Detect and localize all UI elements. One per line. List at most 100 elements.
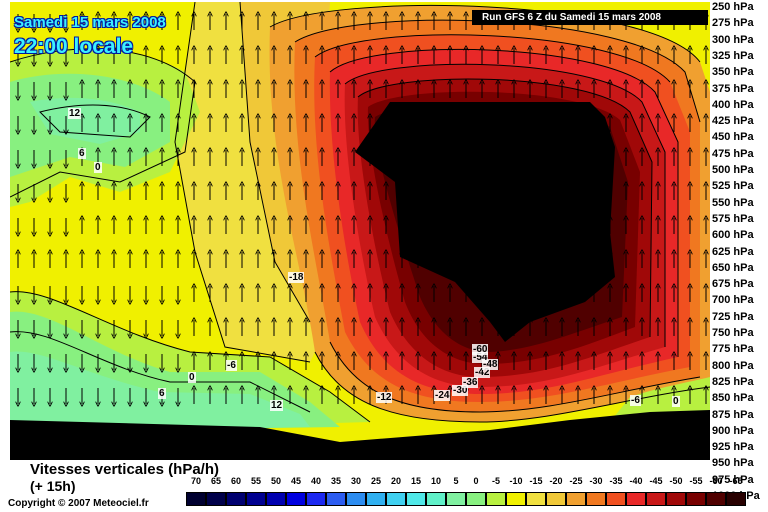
pressure-tick-label: 875 hPa (712, 408, 754, 421)
field-region-plus5-right-lower (610, 377, 710, 422)
forecast-time: 22:00 locale (14, 35, 134, 58)
contour-label: -36 (462, 377, 479, 388)
legend-swatch (706, 492, 726, 506)
legend-value: 70 (190, 476, 201, 486)
legend-swatch (526, 492, 546, 506)
legend-swatch (486, 492, 506, 506)
pressure-tick-label: 950 hPa (712, 457, 754, 470)
legend-swatch (586, 492, 606, 506)
pressure-tick-label: 425 hPa (712, 115, 754, 128)
pressure-tick-label: 550 hPa (712, 196, 754, 209)
pressure-tick-label: 500 hPa (712, 164, 754, 176)
legend-value: 30 (350, 476, 361, 486)
legend-value: 20 (390, 476, 401, 486)
pressure-tick-label: 775 hPa (712, 343, 754, 356)
pressure-tick-label: 675 hPa (712, 278, 754, 291)
legend-swatch (446, 492, 466, 506)
contour-label: -6 (630, 395, 641, 406)
copyright: Copyright © 2007 Meteociel.fr (8, 498, 149, 509)
contour-label: -54 (472, 352, 489, 363)
pressure-tick-label: 275 hPa (712, 17, 754, 30)
pressure-tick-label: 525 hPa (712, 180, 754, 193)
contour-label: 0 (94, 162, 102, 173)
legend-value: 15 (410, 476, 421, 486)
legend-value: -40 (629, 476, 643, 486)
legend-value: 60 (230, 476, 241, 486)
contour-label: -60 (472, 344, 489, 355)
legend-swatch (306, 492, 326, 506)
legend-value: -50 (669, 476, 683, 486)
legend-value: -20 (549, 476, 563, 486)
legend-value: 35 (330, 476, 341, 486)
legend-value: 25 (370, 476, 381, 486)
contour-label: -30 (452, 385, 469, 396)
legend-value: -55 (689, 476, 703, 486)
contour-label: 12 (68, 108, 82, 119)
legend-value: 40 (310, 476, 321, 486)
pressure-tick-label: 850 hPa (712, 392, 754, 405)
legend-swatch (346, 492, 366, 506)
legend-value: -5 (491, 476, 500, 486)
legend-swatch (466, 492, 486, 506)
pressure-tick-label: 375 hPa (712, 82, 754, 95)
legend-swatch (266, 492, 286, 506)
legend-swatch (206, 492, 226, 506)
legend-swatch (186, 492, 206, 506)
legend-swatch (506, 492, 526, 506)
variable-title: Vitesses verticales (hPa/h) (30, 461, 219, 478)
legend-swatch (406, 492, 426, 506)
legend-swatch (726, 492, 746, 506)
pressure-tick-label: 975 hPa (712, 473, 754, 486)
legend-swatch (606, 492, 626, 506)
pressure-tick-label: 400 hPa (712, 98, 754, 111)
legend-value: 10 (430, 476, 441, 486)
pressure-tick-label: 750 hPa (712, 327, 754, 339)
legend-swatch (666, 492, 686, 506)
pressure-tick-label: 700 hPa (712, 294, 754, 307)
pressure-tick-label: 800 hPa (712, 359, 754, 372)
pressure-tick-label: 600 hPa (712, 229, 754, 242)
field-region-plus15-left-upper (30, 97, 140, 144)
legend-value: 55 (250, 476, 261, 486)
pressure-tick-label: 450 hPa (712, 131, 754, 144)
contour-label: 0 (188, 372, 196, 383)
pressure-tick-label: 250 hPa (712, 1, 754, 13)
contour-label: 6 (158, 388, 166, 399)
terrain (10, 410, 710, 460)
contour-label: -48 (482, 359, 499, 370)
contour-label: 12 (270, 400, 284, 411)
legend-swatch (546, 492, 566, 506)
contour-label: -42 (474, 367, 491, 378)
legend-swatch (686, 492, 706, 506)
vertical-velocity-plot: 12 6 0 -18 -6 0 6 12 -12 -24 -30 -36 -42 -48 -54 -60 -6 0 (10, 2, 710, 460)
legend-swatch (626, 492, 646, 506)
pressure-tick-label: 825 hPa (712, 375, 754, 388)
legend-swatch (326, 492, 346, 506)
pressure-tick-label: 475 hPa (712, 147, 754, 160)
legend-swatch (226, 492, 246, 506)
legend-value: -60 (709, 476, 723, 486)
legend-value: -10 (509, 476, 523, 486)
legend-value: 45 (290, 476, 301, 486)
legend-value: -25 (569, 476, 583, 486)
legend-swatch (286, 492, 306, 506)
pressure-tick-label: 725 hPa (712, 310, 754, 323)
contour-label: -18 (288, 272, 305, 283)
legend-value: -65 (729, 476, 743, 486)
model-run-label: Run GFS 6 Z du Samedi 15 mars 2008 (472, 10, 708, 25)
pressure-tick-label: 575 hPa (712, 212, 754, 225)
legend-value: 5 (453, 476, 459, 486)
legend-value: 50 (270, 476, 281, 486)
legend-value: -30 (589, 476, 603, 486)
field-region-minus65-core (355, 102, 615, 342)
pressure-tick-label: 925 hPa (712, 441, 754, 454)
legend-value: -35 (609, 476, 623, 486)
contour-label: -6 (226, 360, 237, 371)
forecast-lead: (+ 15h) (30, 478, 76, 494)
contour-label: -12 (376, 392, 393, 403)
contour-label: 6 (78, 148, 86, 159)
forecast-date: Samedi 15 mars 2008 (14, 14, 166, 31)
pressure-tick-label: 350 hPa (712, 66, 754, 79)
pressure-tick-label: 650 hPa (712, 261, 754, 274)
pressure-tick-label: 900 hPa (712, 424, 754, 437)
